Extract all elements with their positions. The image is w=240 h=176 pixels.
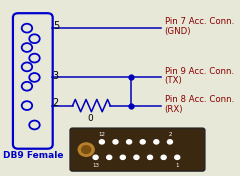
Text: 3: 3: [53, 71, 59, 80]
Text: (RX): (RX): [165, 105, 183, 114]
Circle shape: [99, 140, 104, 144]
Circle shape: [148, 155, 153, 159]
Text: 13: 13: [92, 163, 99, 168]
Circle shape: [113, 140, 118, 144]
Circle shape: [78, 143, 94, 156]
Circle shape: [107, 155, 112, 159]
Circle shape: [175, 155, 180, 159]
Circle shape: [140, 140, 145, 144]
Text: (GND): (GND): [165, 27, 191, 36]
FancyBboxPatch shape: [13, 13, 53, 149]
Text: Pin 9 Acc. Conn.: Pin 9 Acc. Conn.: [165, 67, 234, 76]
Text: 2: 2: [53, 98, 59, 108]
Text: 2: 2: [168, 132, 172, 137]
Circle shape: [82, 146, 91, 153]
FancyBboxPatch shape: [70, 128, 205, 171]
Circle shape: [126, 140, 132, 144]
Circle shape: [120, 155, 125, 159]
Text: 1: 1: [175, 163, 179, 168]
Text: 12: 12: [98, 132, 105, 137]
Text: Pin 8 Acc. Conn.: Pin 8 Acc. Conn.: [165, 95, 234, 104]
Text: (TX): (TX): [165, 76, 182, 86]
Circle shape: [134, 155, 139, 159]
Text: DB9 Female: DB9 Female: [3, 151, 63, 160]
Text: 5: 5: [53, 21, 59, 30]
Text: 0: 0: [88, 114, 93, 122]
Circle shape: [154, 140, 159, 144]
Circle shape: [161, 155, 166, 159]
Circle shape: [93, 155, 98, 159]
Circle shape: [168, 140, 172, 144]
Text: Pin 7 Acc. Conn.: Pin 7 Acc. Conn.: [165, 17, 234, 27]
